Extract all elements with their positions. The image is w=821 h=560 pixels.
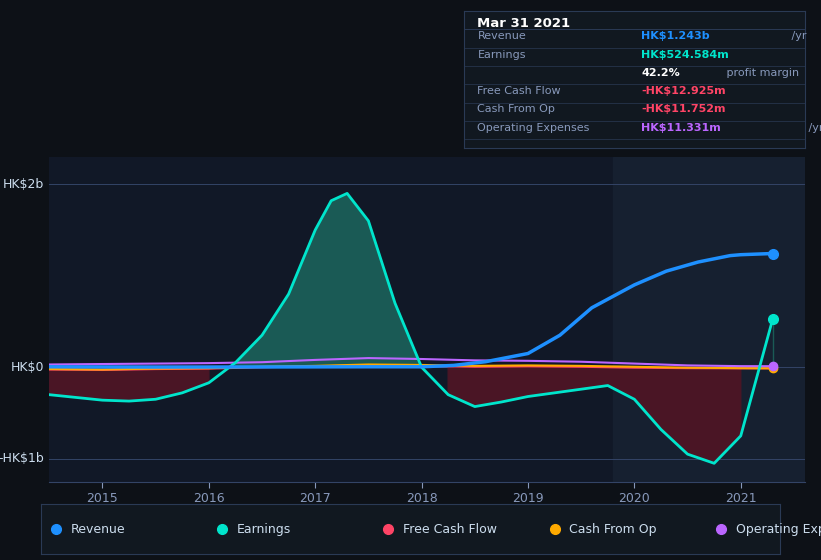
Text: Earnings: Earnings <box>236 522 291 536</box>
Text: HK$1.243b: HK$1.243b <box>641 31 709 41</box>
Bar <box>613 157 805 482</box>
Text: Cash From Op: Cash From Op <box>570 522 657 536</box>
Text: HK$524.584m: HK$524.584m <box>641 50 729 59</box>
Text: HK$2b: HK$2b <box>2 178 44 191</box>
Text: HK$0: HK$0 <box>11 361 44 374</box>
Text: Operating Expenses: Operating Expenses <box>478 123 589 133</box>
Text: HK$11.331m: HK$11.331m <box>641 123 721 133</box>
Text: Revenue: Revenue <box>478 31 526 41</box>
Text: Operating Expenses: Operating Expenses <box>736 522 821 536</box>
Text: Free Cash Flow: Free Cash Flow <box>403 522 497 536</box>
Text: Mar 31 2021: Mar 31 2021 <box>478 17 571 30</box>
Text: /yr: /yr <box>805 123 821 133</box>
Text: -HK$12.925m: -HK$12.925m <box>641 86 726 96</box>
Text: profit margin: profit margin <box>722 68 799 78</box>
Text: -HK$11.752m: -HK$11.752m <box>641 105 726 114</box>
Text: Cash From Op: Cash From Op <box>478 105 555 114</box>
Text: Free Cash Flow: Free Cash Flow <box>478 86 561 96</box>
Text: Earnings: Earnings <box>478 50 526 59</box>
Text: Revenue: Revenue <box>71 522 126 536</box>
Text: 42.2%: 42.2% <box>641 68 680 78</box>
Text: /yr: /yr <box>788 31 807 41</box>
Text: -HK$1b: -HK$1b <box>0 452 44 465</box>
